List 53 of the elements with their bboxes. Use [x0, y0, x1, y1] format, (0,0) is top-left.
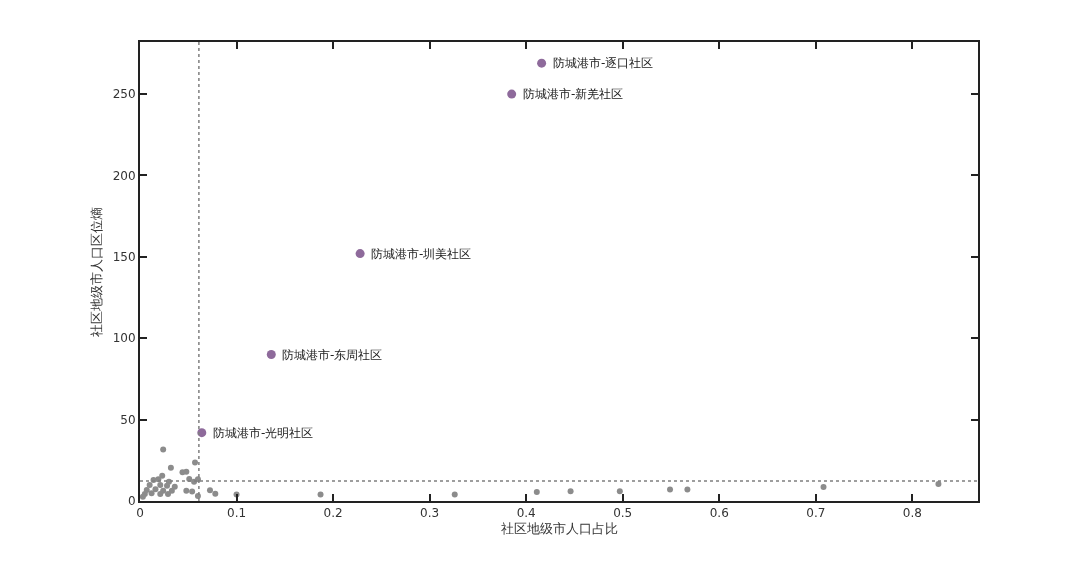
- x-tick-label: 0.5: [613, 506, 633, 521]
- point: [192, 459, 199, 466]
- point: [317, 491, 324, 498]
- point: [164, 482, 171, 489]
- point: [667, 486, 674, 493]
- x-tick-label: 0.3: [420, 506, 440, 521]
- point: [165, 491, 171, 497]
- point: [537, 58, 547, 68]
- x-tick-label: 0.7: [806, 506, 826, 521]
- point: [160, 446, 167, 453]
- y-tick-label: 150: [112, 250, 136, 265]
- point: [197, 428, 207, 438]
- point: [935, 481, 942, 488]
- point: [148, 490, 155, 497]
- x-tick-label: 0.2: [323, 506, 343, 521]
- point: [616, 488, 623, 495]
- y-tick-label: 200: [112, 168, 136, 183]
- point: [157, 482, 164, 489]
- x-tick-label: 0.1: [226, 506, 247, 521]
- annotation: 防城港市-逐口社区: [553, 56, 654, 70]
- point: [152, 486, 159, 493]
- point: [171, 483, 178, 490]
- y-axis-title: 社区地级市人口区位熵: [89, 206, 105, 337]
- point: [183, 487, 190, 494]
- annotation: 防城港市-光明社区: [213, 426, 314, 440]
- point: [206, 487, 213, 494]
- x-axis-title: 社区地级市人口占比: [500, 520, 618, 536]
- annotation: 防城港市-圳美社区: [371, 247, 472, 261]
- y-tick-label: 100: [112, 331, 136, 346]
- annotation: 防城港市-东周社区: [282, 348, 383, 362]
- point: [567, 488, 574, 495]
- y-tick-label: 0: [127, 494, 136, 509]
- point: [451, 491, 458, 498]
- point: [159, 472, 166, 479]
- point: [684, 486, 691, 493]
- x-tick-label: 0.8: [902, 506, 922, 521]
- point: [355, 249, 365, 259]
- point: [266, 350, 276, 360]
- point: [820, 484, 827, 490]
- point: [167, 464, 174, 471]
- point: [168, 487, 175, 494]
- x-tick-label: 0.6: [709, 506, 729, 521]
- y-tick-label: 250: [112, 87, 136, 102]
- point: [533, 489, 540, 496]
- y-tick-label: 50: [120, 412, 136, 427]
- point: [183, 468, 190, 475]
- point: [157, 491, 164, 497]
- point: [146, 482, 153, 489]
- x-tick-label: 0.4: [516, 506, 536, 521]
- point: [212, 490, 219, 497]
- point: [189, 488, 196, 495]
- annotation: 防城港市-新羌社区: [523, 87, 624, 101]
- point: [507, 89, 517, 99]
